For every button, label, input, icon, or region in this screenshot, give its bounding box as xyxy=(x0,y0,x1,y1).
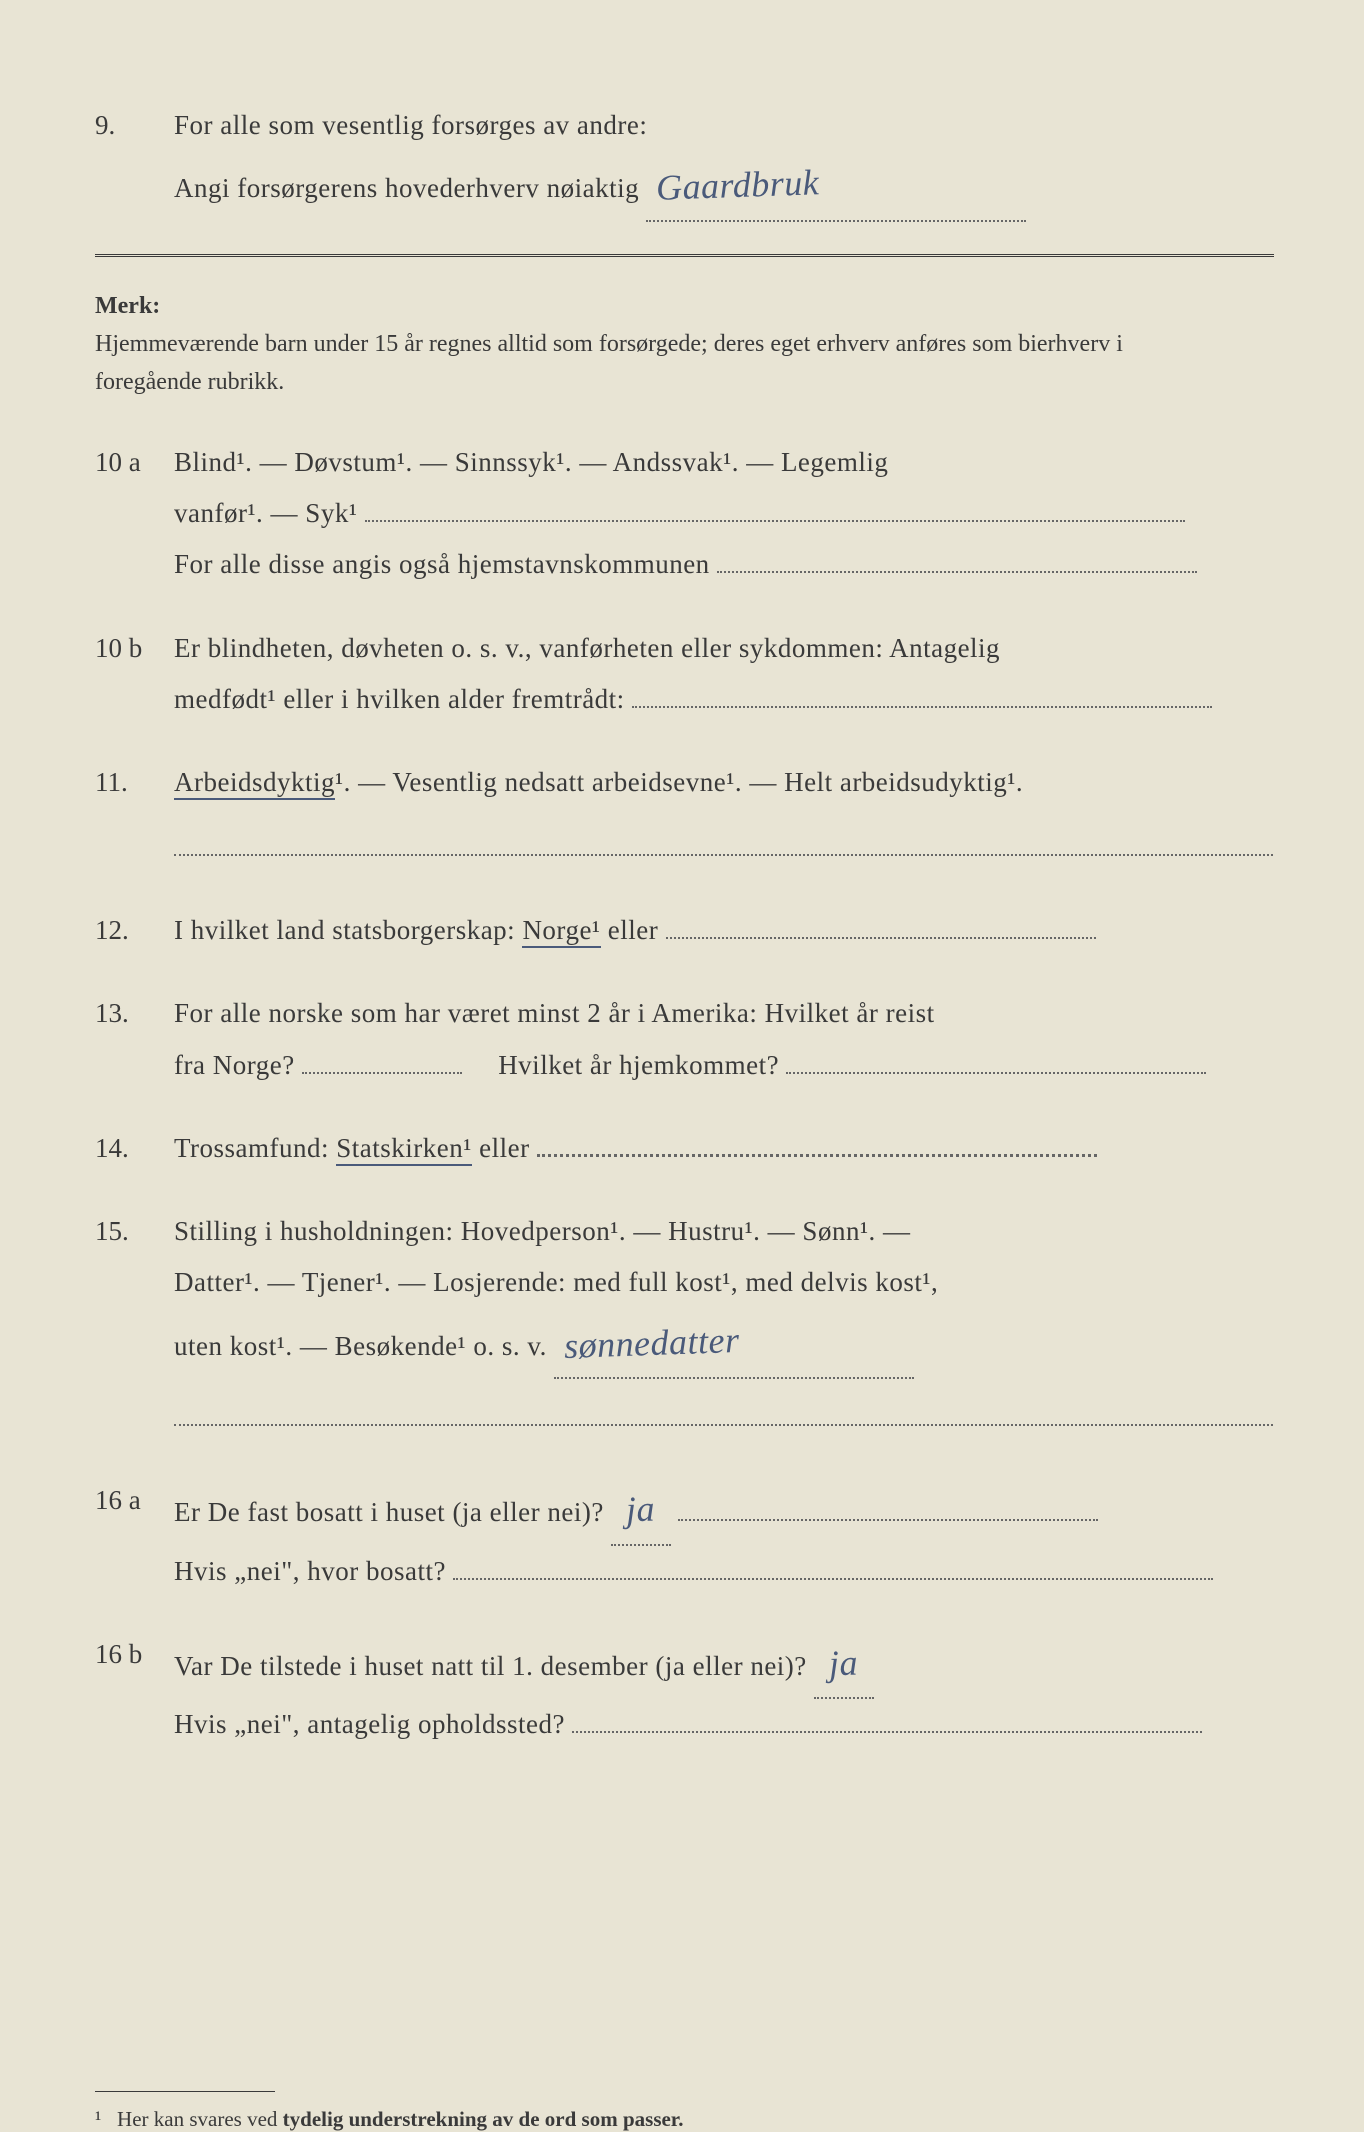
question-16b: 16 b Var De tilstede i huset natt til 1.… xyxy=(95,1629,1274,1751)
q16b-line2: Hvis „nei", antagelig opholdssted? xyxy=(174,1709,565,1739)
divider-line xyxy=(95,254,1274,257)
q15-line2: Datter¹. — Tjener¹. — Losjerende: med fu… xyxy=(174,1267,938,1297)
q13-line1: For alle norske som har været minst 2 år… xyxy=(174,998,935,1028)
q14-number: 14. xyxy=(95,1123,170,1174)
q16a-blank1 xyxy=(678,1494,1098,1521)
q16b-number: 16 b xyxy=(95,1629,170,1680)
q12-prefix: I hvilket land statsborgerskap: xyxy=(174,915,522,945)
q16b-handwritten: ja xyxy=(828,1629,859,1698)
q10b-number: 10 b xyxy=(95,623,170,674)
q13-blank2 xyxy=(786,1047,1206,1074)
q16b-line1: Var De tilstede i huset natt til 1. dese… xyxy=(174,1651,807,1681)
question-10b: 10 b Er blindheten, døvheten o. s. v., v… xyxy=(95,623,1274,726)
q16a-line2: Hvis „nei", hvor bosatt? xyxy=(174,1556,446,1586)
q11-rest: ¹. — Vesentlig nedsatt arbeidsevne¹. — H… xyxy=(335,767,1023,797)
q9-body: For alle som vesentlig forsørges av andr… xyxy=(174,100,1273,222)
q16a-blank2 xyxy=(453,1553,1213,1580)
question-14: 14. Trossamfund: Statskirken¹ eller xyxy=(95,1123,1274,1174)
q10a-line2: vanfør¹. — Syk¹ xyxy=(174,498,357,528)
question-13: 13. For alle norske som har været minst … xyxy=(95,988,1274,1091)
q15-body: Stilling i husholdningen: Hovedperson¹. … xyxy=(174,1206,1273,1443)
q16a-line1: Er De fast bosatt i huset (ja eller nei)… xyxy=(174,1497,604,1527)
footnote-bold: tydelig understrekning av de ord som pas… xyxy=(283,2107,684,2131)
merk-label: Merk: xyxy=(95,287,170,325)
q13-line2b: Hvilket år hjemkommet? xyxy=(498,1050,779,1080)
q14-prefix: Trossamfund: xyxy=(174,1133,336,1163)
question-16a: 16 a Er De fast bosatt i huset (ja eller… xyxy=(95,1475,1274,1597)
q12-suffix: eller xyxy=(601,915,659,945)
q10a-body: Blind¹. — Døvstum¹. — Sinnssyk¹. — Andss… xyxy=(174,437,1273,591)
q9-line1: For alle som vesentlig forsørges av andr… xyxy=(174,110,647,140)
question-9: 9. For alle som vesentlig forsørges av a… xyxy=(95,100,1274,222)
q10a-blank2 xyxy=(717,546,1197,573)
q13-body: For alle norske som har været minst 2 år… xyxy=(174,988,1273,1091)
q15-number: 15. xyxy=(95,1206,170,1257)
q12-blank xyxy=(666,912,1096,939)
q12-body: I hvilket land statsborgerskap: Norge¹ e… xyxy=(174,905,1273,956)
q15-blank xyxy=(174,1399,1273,1426)
q14-blank xyxy=(537,1130,1097,1157)
q14-suffix: eller xyxy=(472,1133,530,1163)
q12-underlined: Norge¹ xyxy=(522,915,600,948)
q16b-answer-field: ja xyxy=(814,1629,874,1699)
q12-number: 12. xyxy=(95,905,170,956)
footnote-divider xyxy=(95,2091,275,2092)
q16a-answer-field: ja xyxy=(611,1475,671,1545)
q9-handwritten: Gaardbruk xyxy=(655,148,820,222)
footnote-marker: ¹ xyxy=(95,2107,101,2131)
q11-body: Arbeidsdyktig¹. — Vesentlig nedsatt arbe… xyxy=(174,757,1273,873)
question-12: 12. I hvilket land statsborgerskap: Norg… xyxy=(95,905,1274,956)
q10a-line3: For alle disse angis også hjemstavnskomm… xyxy=(174,549,710,579)
merk-text: Hjemmeværende barn under 15 år regnes al… xyxy=(95,325,1194,402)
q11-number: 11. xyxy=(95,757,170,808)
footnote: ¹ Her kan svares ved tydelig understrekn… xyxy=(95,2107,1274,2132)
q10b-line2: medfødt¹ eller i hvilken alder fremtrådt… xyxy=(174,684,625,714)
q11-underlined: Arbeidsdyktig xyxy=(174,767,335,800)
q15-handwritten: sønnedatter xyxy=(563,1306,741,1380)
q10b-blank xyxy=(632,681,1212,708)
q16b-body: Var De tilstede i huset natt til 1. dese… xyxy=(174,1629,1273,1751)
footnote-prefix: Her kan svares ved xyxy=(117,2107,283,2131)
q13-blank1 xyxy=(302,1047,462,1074)
q10b-body: Er blindheten, døvheten o. s. v., vanfør… xyxy=(174,623,1273,726)
q13-number: 13. xyxy=(95,988,170,1039)
q16a-body: Er De fast bosatt i huset (ja eller nei)… xyxy=(174,1475,1273,1597)
q16b-blank2 xyxy=(572,1706,1202,1733)
q15-answer-field: sønnedatter xyxy=(554,1309,914,1379)
q9-answer-field: Gaardbruk xyxy=(646,151,1026,221)
q13-line2a: fra Norge? xyxy=(174,1050,295,1080)
q15-line1: Stilling i husholdningen: Hovedperson¹. … xyxy=(174,1216,911,1246)
q16a-number: 16 a xyxy=(95,1475,170,1526)
question-11: 11. Arbeidsdyktig¹. — Vesentlig nedsatt … xyxy=(95,757,1274,873)
q15-line3-prefix: uten kost¹. — Besøkende¹ o. s. v. xyxy=(174,1331,547,1361)
question-15: 15. Stilling i husholdningen: Hovedperso… xyxy=(95,1206,1274,1443)
q11-blank xyxy=(174,829,1273,856)
q14-underlined: Statskirken¹ xyxy=(336,1133,472,1166)
q9-line2-prefix: Angi forsørgerens hovederhverv nøiaktig xyxy=(174,173,639,203)
question-10a: 10 a Blind¹. — Døvstum¹. — Sinnssyk¹. — … xyxy=(95,437,1274,591)
q10a-number: 10 a xyxy=(95,437,170,488)
q10b-line1: Er blindheten, døvheten o. s. v., vanfør… xyxy=(174,633,1000,663)
q9-number: 9. xyxy=(95,100,170,151)
q10a-blank1 xyxy=(365,495,1185,522)
q10a-line1: Blind¹. — Døvstum¹. — Sinnssyk¹. — Andss… xyxy=(174,447,888,477)
q16a-handwritten: ja xyxy=(625,1475,656,1544)
q14-body: Trossamfund: Statskirken¹ eller xyxy=(174,1123,1273,1174)
merk-note: Merk: Hjemmeværende barn under 15 år reg… xyxy=(95,287,1274,402)
